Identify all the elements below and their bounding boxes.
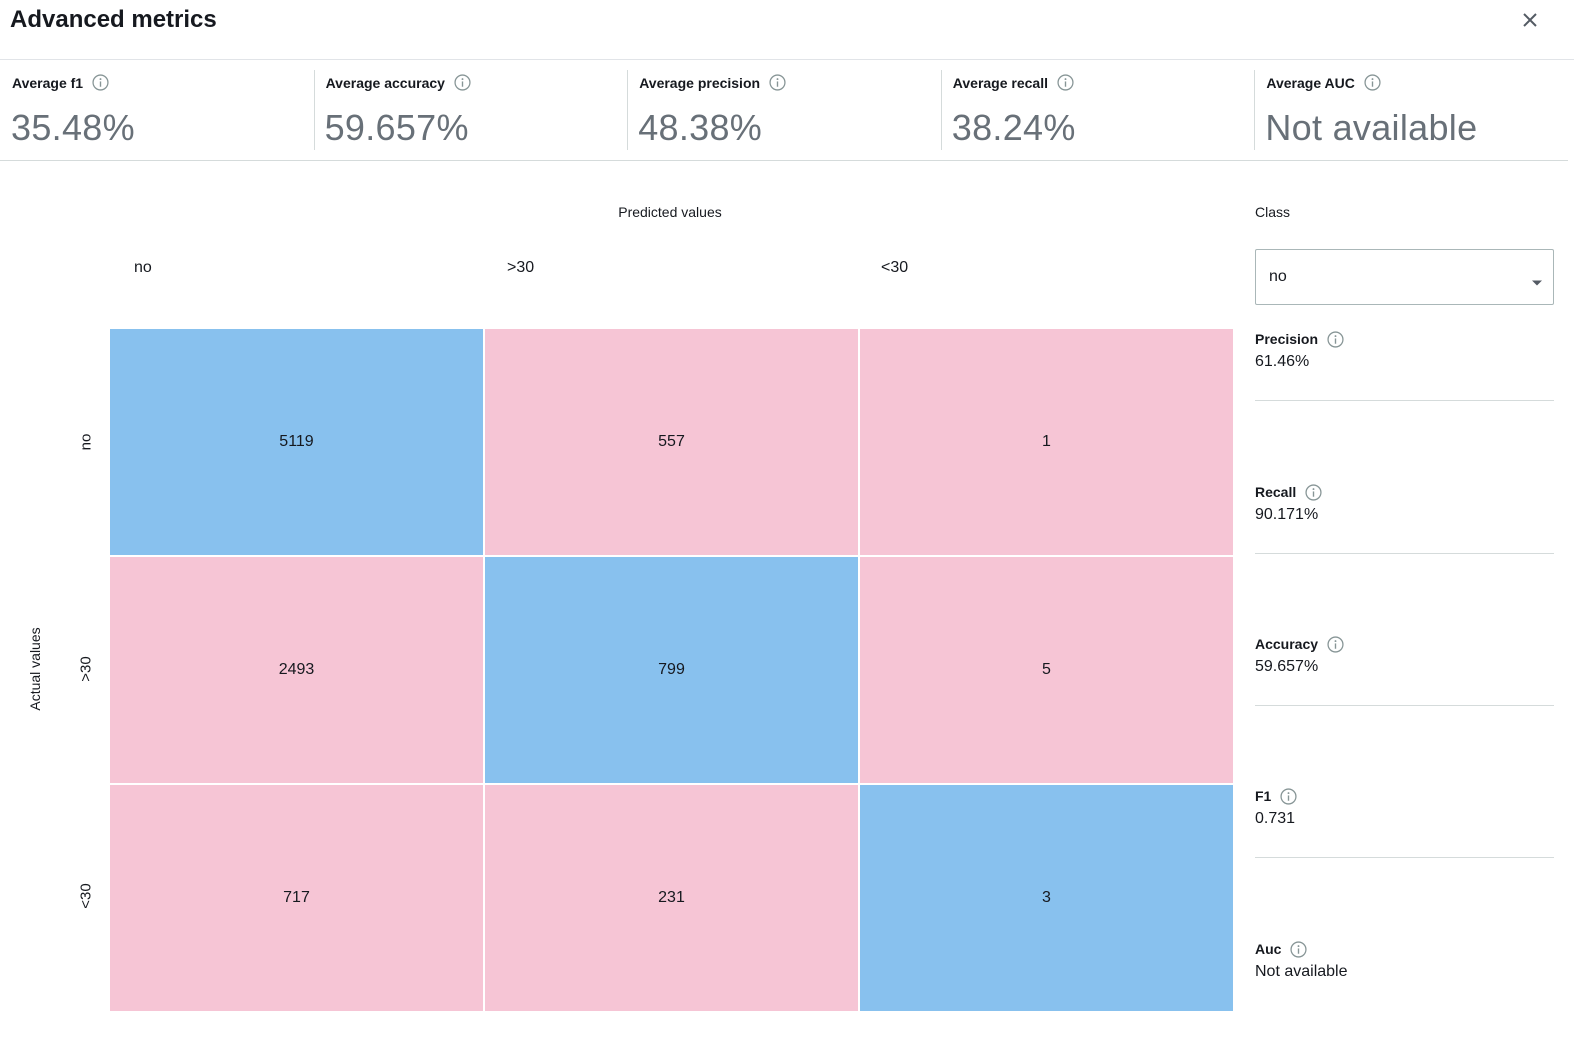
metric-label: Average f1	[12, 74, 84, 91]
info-icon[interactable]	[1280, 787, 1297, 805]
matrix-cell: 799	[485, 557, 858, 783]
info-icon[interactable]	[454, 74, 471, 91]
class-select[interactable]: no	[1255, 249, 1554, 305]
divider	[313, 70, 315, 150]
caret-down-icon	[1531, 274, 1543, 292]
metric-average-recall: Average recall 38.24%	[940, 61, 1255, 161]
metric-value: 48.38%	[638, 107, 763, 148]
confusion-matrix: 5119 557 1 2493 799 5 717 231 3	[110, 329, 1233, 1011]
class-metric-label: Accuracy	[1255, 636, 1319, 652]
metric-value: 38.24%	[951, 107, 1076, 148]
class-metric-value: 0.731	[1255, 810, 1296, 827]
row-label-gt30: >30	[77, 656, 95, 682]
divider	[1255, 705, 1554, 706]
close-button[interactable]	[1516, 6, 1544, 34]
class-metric-accuracy: Accuracy 59.657%	[1255, 634, 1554, 676]
class-metric-label: Recall	[1255, 484, 1297, 500]
info-icon[interactable]	[1364, 74, 1381, 91]
divider	[1255, 553, 1554, 554]
modal-title: Advanced metrics	[10, 6, 217, 33]
actual-values-label: Actual values	[27, 627, 43, 711]
matrix-cell: 1	[860, 329, 1233, 555]
metric-label: Average precision	[639, 74, 761, 91]
divider	[1255, 857, 1554, 858]
class-metric-label: Auc	[1255, 941, 1282, 957]
info-icon[interactable]	[769, 74, 786, 91]
metric-average-auc: Average AUC Not available	[1254, 61, 1568, 161]
info-icon[interactable]	[1327, 330, 1344, 348]
metric-average-f1: Average f1 35.48%	[0, 61, 314, 161]
metric-value: 59.657%	[324, 107, 469, 148]
matrix-cell: 5119	[110, 329, 483, 555]
class-metric-label: F1	[1255, 788, 1272, 804]
class-metric-label: Precision	[1255, 331, 1319, 347]
class-metric-f1: F1 0.731	[1255, 786, 1554, 828]
info-icon[interactable]	[1327, 635, 1344, 653]
column-label-no: no	[134, 259, 152, 276]
close-icon	[1523, 13, 1537, 27]
metric-label: Average recall	[952, 74, 1048, 91]
info-icon[interactable]	[1290, 940, 1308, 958]
column-label-lt30: <30	[881, 259, 909, 276]
divider	[1255, 400, 1554, 401]
info-icon[interactable]	[1057, 74, 1074, 91]
info-icon[interactable]	[92, 74, 109, 91]
predicted-values-label: Predicted values	[618, 204, 722, 220]
divider	[940, 70, 942, 150]
class-metric-recall: Recall 90.171%	[1255, 482, 1554, 524]
metric-label: Average accuracy	[325, 74, 445, 91]
class-metric-value: Not available	[1255, 963, 1348, 980]
info-icon[interactable]	[1305, 483, 1322, 501]
matrix-cell: 2493	[110, 557, 483, 783]
class-label: Class	[1255, 204, 1291, 220]
matrix-cell: 5	[860, 557, 1233, 783]
class-metric-value: 90.171%	[1255, 506, 1319, 523]
matrix-cell: 231	[485, 785, 858, 1011]
class-metric-value: 59.657%	[1255, 658, 1319, 675]
modal-header: Advanced metrics	[0, 0, 1574, 60]
class-metric-precision: Precision 61.46%	[1255, 329, 1554, 371]
matrix-cell: 3	[860, 785, 1233, 1011]
row-label-lt30: <30	[77, 883, 95, 909]
class-select-value: no	[1269, 268, 1287, 285]
matrix-cell: 557	[485, 329, 858, 555]
divider	[627, 70, 629, 150]
column-label-gt30: >30	[507, 259, 535, 276]
matrix-cell: 717	[110, 785, 483, 1011]
metric-value: 35.48%	[11, 107, 135, 148]
divider	[1254, 70, 1256, 150]
metric-average-precision: Average precision 48.38%	[627, 61, 941, 161]
row-label-no: no	[77, 433, 95, 451]
summary-metrics: Average f1 35.48% Average accuracy 59.65…	[0, 61, 1568, 161]
metric-label: Average AUC	[1266, 74, 1355, 91]
metric-value: Not available	[1265, 107, 1478, 148]
metric-average-accuracy: Average accuracy 59.657%	[313, 61, 628, 161]
class-metric-value: 61.46%	[1255, 353, 1310, 370]
class-metric-auc: Auc Not available	[1255, 939, 1554, 981]
